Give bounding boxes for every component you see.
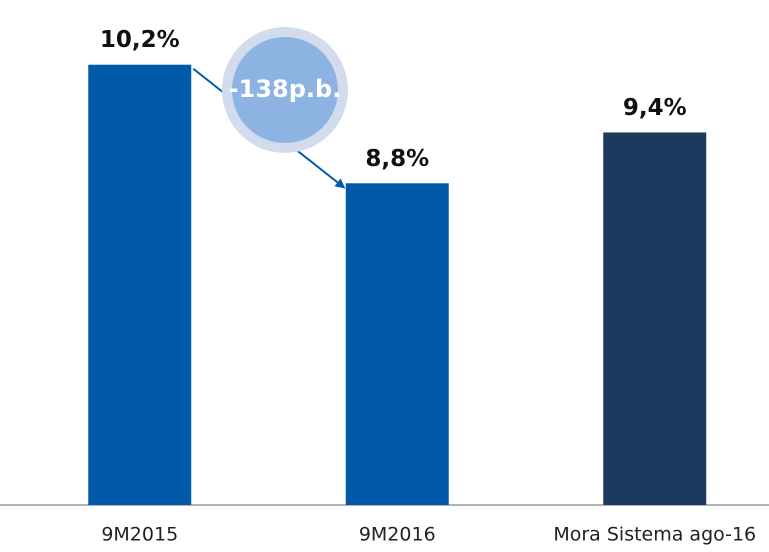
x-tick-label: 9M2015 [101, 524, 178, 546]
x-tick-label: 9M2016 [359, 524, 436, 546]
value-label: 10,2% [100, 27, 180, 53]
value-label: 9,4% [623, 95, 687, 121]
annotation-group: -138p.b. [192, 27, 348, 189]
value-label: 8,8% [365, 146, 429, 172]
x-tick-label: Mora Sistema ago-16 [553, 524, 756, 546]
bar [88, 64, 192, 505]
annotation: -138p.b. [229, 75, 342, 103]
bar [345, 183, 449, 505]
bar [603, 132, 707, 505]
badge [232, 37, 338, 143]
